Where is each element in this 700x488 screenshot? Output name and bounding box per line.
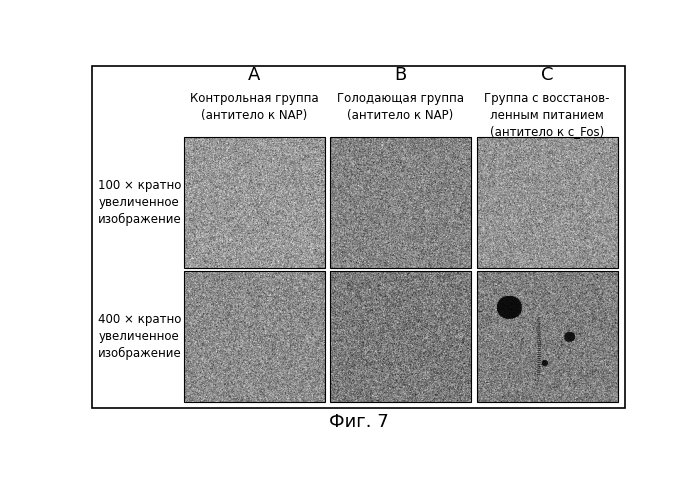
Text: B: B [395,66,407,84]
Text: Группа с восстанов-
ленным питанием
(антитело к с_Fos): Группа с восстанов- ленным питанием (ант… [484,92,610,139]
Text: Фиг. 7: Фиг. 7 [329,413,389,431]
Text: A: A [248,66,260,84]
Text: C: C [541,66,553,84]
Bar [183,271,325,402]
Bar [183,137,325,268]
Text: 100 × кратно
увеличенное
изображение: 100 × кратно увеличенное изображение [98,179,182,226]
Bar [477,137,617,268]
Bar [330,271,471,402]
Text: Голодающая группа
(антитело к NAP): Голодающая группа (антитело к NAP) [337,92,464,122]
Text: Контрольная группа
(антитело к NAP): Контрольная группа (антитело к NAP) [190,92,318,122]
Bar [330,137,471,268]
Bar [477,271,617,402]
Text: 400 × кратно
увеличенное
изображение: 400 × кратно увеличенное изображение [98,313,182,360]
